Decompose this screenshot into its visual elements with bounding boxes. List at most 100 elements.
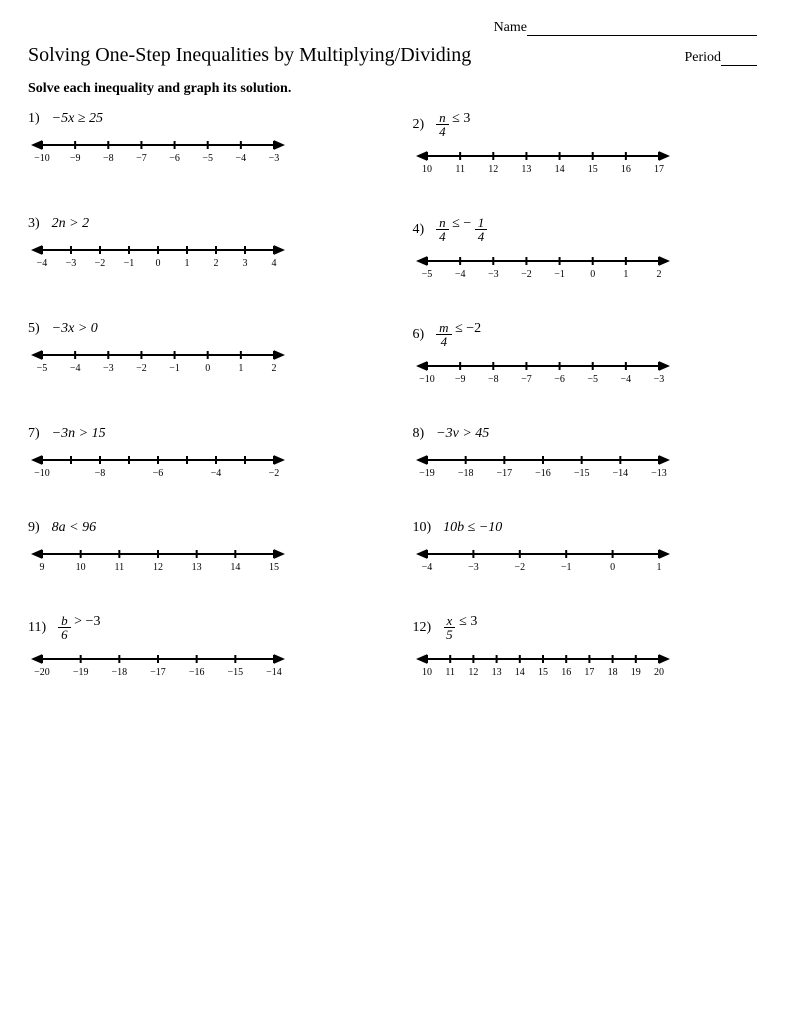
problem-text: 3)2n > 2 bbox=[28, 216, 373, 232]
svg-text:−5: −5 bbox=[202, 153, 213, 164]
inequality-expression: n4 ≤ − 14 bbox=[436, 216, 487, 243]
svg-text:−3: −3 bbox=[103, 363, 114, 374]
svg-text:3: 3 bbox=[243, 258, 248, 269]
svg-text:−18: −18 bbox=[112, 667, 128, 678]
svg-text:2: 2 bbox=[272, 363, 277, 374]
svg-text:13: 13 bbox=[192, 562, 202, 573]
inequality-expression: 8a < 96 bbox=[52, 520, 96, 536]
svg-text:−5: −5 bbox=[421, 269, 432, 280]
problem-number: 12) bbox=[413, 620, 432, 636]
svg-text:−14: −14 bbox=[612, 468, 628, 479]
svg-text:10: 10 bbox=[422, 667, 432, 678]
problem-number: 6) bbox=[413, 327, 425, 343]
problem: 9)8a < 969101112131415 bbox=[28, 520, 373, 578]
svg-text:−4: −4 bbox=[421, 562, 432, 573]
problem-text: 5)−3x > 0 bbox=[28, 321, 373, 337]
problem-number: 7) bbox=[28, 426, 40, 442]
problem: 5)−3x > 0−5−4−3−2−1012 bbox=[28, 321, 373, 390]
svg-text:0: 0 bbox=[205, 363, 210, 374]
svg-text:12: 12 bbox=[153, 562, 163, 573]
name-field: Name bbox=[28, 20, 757, 36]
period-label: Period bbox=[684, 50, 721, 65]
problem-number: 5) bbox=[28, 321, 40, 337]
worksheet-title: Solving One-Step Inequalities by Multipl… bbox=[28, 44, 471, 67]
svg-text:14: 14 bbox=[230, 562, 240, 573]
numberline-wrap: 1011121314151617181920 bbox=[413, 649, 758, 683]
problem: 2)n4 ≤ 31011121314151617 bbox=[413, 111, 758, 180]
problem: 3)2n > 2−4−3−2−101234 bbox=[28, 216, 373, 285]
svg-text:12: 12 bbox=[488, 164, 498, 175]
svg-text:−8: −8 bbox=[487, 374, 498, 385]
number-line: 9101112131415 bbox=[28, 544, 288, 578]
problem-text: 1)−5x ≥ 25 bbox=[28, 111, 373, 127]
problem-text: 10)10b ≤ −10 bbox=[413, 520, 758, 536]
svg-text:−2: −2 bbox=[521, 269, 532, 280]
number-line: −20−19−18−17−16−15−14 bbox=[28, 649, 288, 683]
svg-text:−1: −1 bbox=[554, 269, 565, 280]
svg-text:0: 0 bbox=[590, 269, 595, 280]
inequality-expression: 10b ≤ −10 bbox=[443, 520, 502, 536]
svg-text:−5: −5 bbox=[37, 363, 48, 374]
period-field: Period bbox=[684, 50, 757, 66]
svg-text:−17: −17 bbox=[150, 667, 166, 678]
numberline-wrap: 1011121314151617 bbox=[413, 146, 758, 180]
svg-text:−10: −10 bbox=[34, 153, 50, 164]
svg-text:2: 2 bbox=[214, 258, 219, 269]
svg-text:−14: −14 bbox=[266, 667, 282, 678]
svg-text:19: 19 bbox=[630, 667, 640, 678]
problem: 10)10b ≤ −10−4−3−2−101 bbox=[413, 520, 758, 578]
svg-text:−4: −4 bbox=[70, 363, 81, 374]
svg-text:−20: −20 bbox=[34, 667, 50, 678]
svg-text:1: 1 bbox=[656, 562, 661, 573]
problems-grid: 1)−5x ≥ 25−10−9−8−7−6−5−4−32)n4 ≤ 310111… bbox=[28, 111, 757, 683]
number-line: −10−9−8−7−6−5−4−3 bbox=[28, 135, 288, 169]
svg-text:−1: −1 bbox=[169, 363, 180, 374]
problem: 4)n4 ≤ − 14−5−4−3−2−1012 bbox=[413, 216, 758, 285]
svg-text:18: 18 bbox=[607, 667, 617, 678]
problem-text: 2)n4 ≤ 3 bbox=[413, 111, 758, 138]
svg-text:20: 20 bbox=[654, 667, 664, 678]
svg-text:−3: −3 bbox=[468, 562, 479, 573]
name-label: Name bbox=[494, 20, 527, 35]
problem: 6)m4 ≤ −2 −10−9−8−7−6−5−4−3 bbox=[413, 321, 758, 390]
svg-text:16: 16 bbox=[561, 667, 571, 678]
problem-text: 7)−3n > 15 bbox=[28, 426, 373, 442]
number-line: −19−18−17−16−15−14−13 bbox=[413, 450, 673, 484]
svg-text:−4: −4 bbox=[211, 468, 222, 479]
numberline-wrap: −5−4−3−2−1012 bbox=[413, 251, 758, 285]
number-line: −5−4−3−2−1012 bbox=[413, 251, 673, 285]
svg-text:−6: −6 bbox=[554, 374, 565, 385]
svg-text:17: 17 bbox=[654, 164, 664, 175]
numberline-wrap: −10−8−6−4−2 bbox=[28, 450, 373, 484]
inequality-expression: 2n > 2 bbox=[52, 216, 89, 232]
svg-text:−3: −3 bbox=[487, 269, 498, 280]
number-line: −10−9−8−7−6−5−4−3 bbox=[413, 356, 673, 390]
problem: 11)b6 > −3−20−19−18−17−16−15−14 bbox=[28, 614, 373, 683]
number-line: −4−3−2−101234 bbox=[28, 240, 288, 274]
svg-text:−8: −8 bbox=[103, 153, 114, 164]
svg-text:−8: −8 bbox=[95, 468, 106, 479]
svg-text:−4: −4 bbox=[620, 374, 631, 385]
svg-text:−4: −4 bbox=[236, 153, 247, 164]
number-line: −4−3−2−101 bbox=[413, 544, 673, 578]
problem: 12)x5 ≤ 31011121314151617181920 bbox=[413, 614, 758, 683]
svg-text:−18: −18 bbox=[457, 468, 473, 479]
svg-text:14: 14 bbox=[554, 164, 564, 175]
inequality-expression: x5 ≤ 3 bbox=[443, 614, 477, 641]
svg-text:−2: −2 bbox=[269, 468, 280, 479]
svg-text:11: 11 bbox=[445, 667, 455, 678]
svg-text:2: 2 bbox=[656, 269, 661, 280]
svg-text:−2: −2 bbox=[95, 258, 106, 269]
svg-text:−2: −2 bbox=[136, 363, 147, 374]
svg-text:11: 11 bbox=[455, 164, 465, 175]
numberline-wrap: −10−9−8−7−6−5−4−3 bbox=[413, 356, 758, 390]
svg-text:−9: −9 bbox=[70, 153, 81, 164]
svg-text:13: 13 bbox=[521, 164, 531, 175]
problem-number: 11) bbox=[28, 620, 46, 636]
problem-text: 9)8a < 96 bbox=[28, 520, 373, 536]
svg-text:−4: −4 bbox=[454, 269, 465, 280]
problem-text: 6)m4 ≤ −2 bbox=[413, 321, 758, 348]
numberline-wrap: 9101112131415 bbox=[28, 544, 373, 578]
svg-text:1: 1 bbox=[185, 258, 190, 269]
problem-number: 1) bbox=[28, 111, 40, 127]
